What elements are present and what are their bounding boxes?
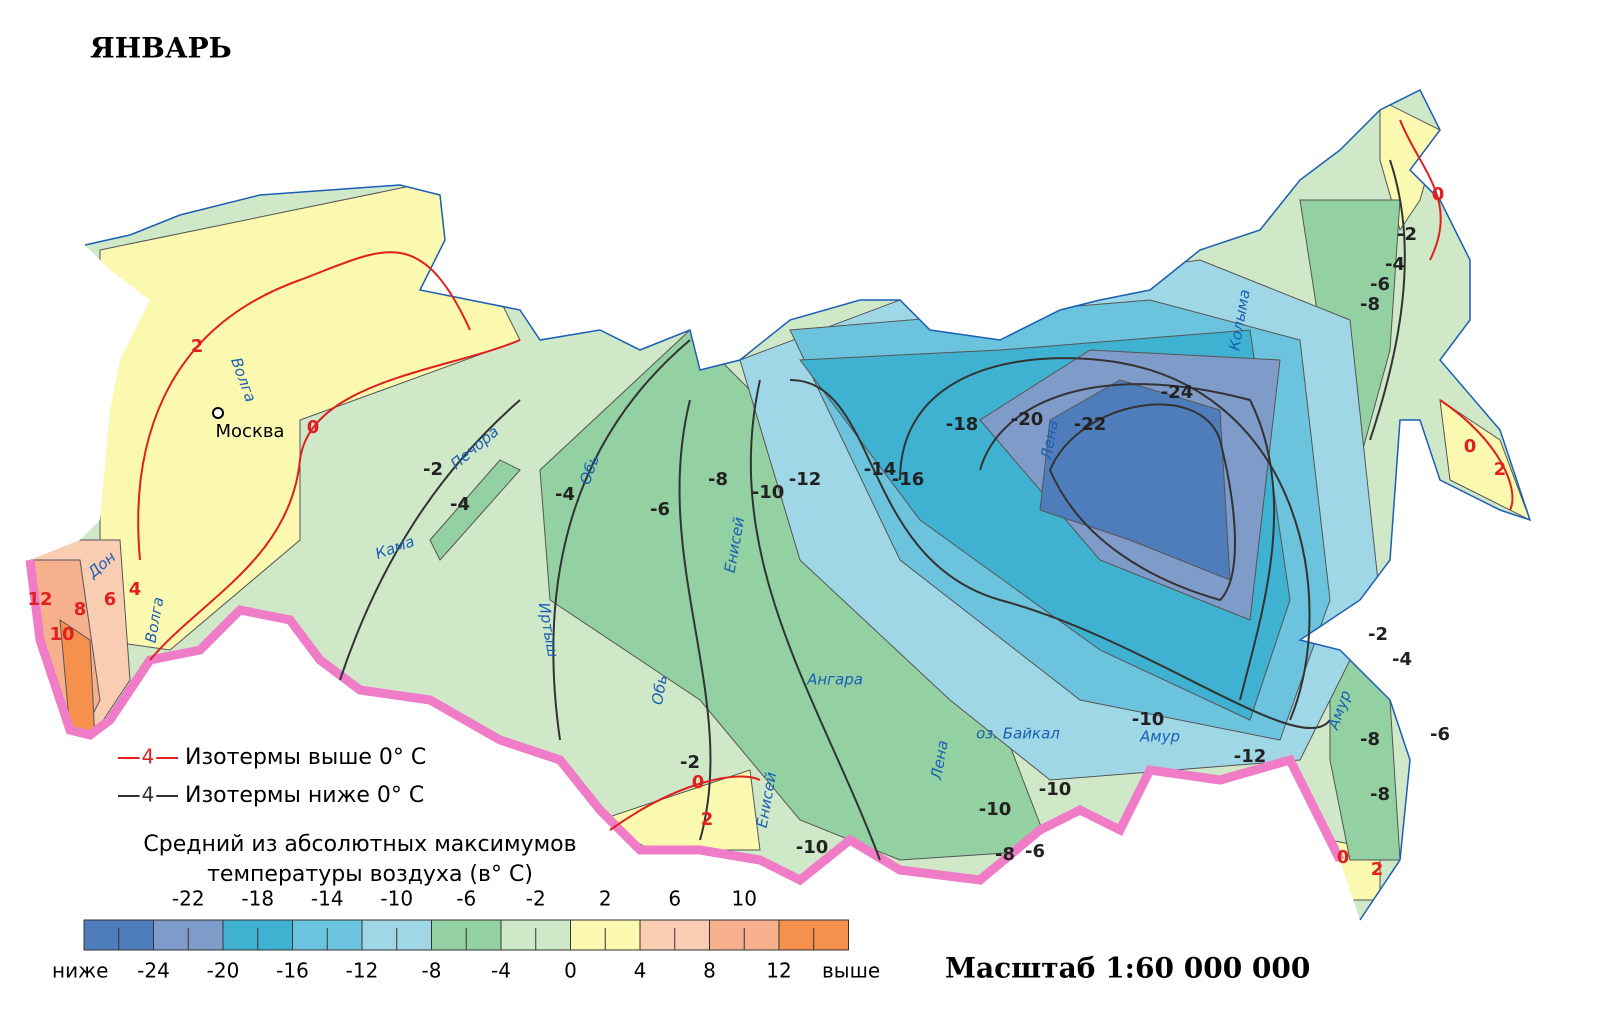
isotherm-label: -12 bbox=[1234, 746, 1267, 767]
isotherm-label: 10 bbox=[49, 624, 74, 645]
isotherm-label: -6 bbox=[1430, 724, 1450, 745]
isotherm-label: -4 bbox=[450, 494, 470, 515]
isotherm-label: 12 bbox=[27, 589, 52, 610]
isotherm-label: -20 bbox=[1011, 409, 1044, 430]
river-label: Ангара bbox=[806, 671, 863, 689]
isotherm-label: -10 bbox=[979, 799, 1012, 820]
isotherm-label: 0 bbox=[1337, 847, 1350, 868]
isotherm-label: 0 bbox=[307, 417, 320, 438]
river-label: Обь bbox=[648, 674, 671, 707]
isotherm-label: 0 bbox=[692, 772, 705, 793]
map-scale: Масштаб 1:60 000 000 bbox=[945, 952, 1310, 985]
scale-bottom-label: -4 bbox=[491, 959, 511, 983]
legend-text: Изотермы ниже 0° C bbox=[185, 783, 424, 808]
legend: 4 Изотермы выше 0° C 4 Изотермы ниже 0° … bbox=[52, 742, 880, 983]
river-label: оз. Байкал bbox=[976, 725, 1060, 743]
isotherm-label: -4 bbox=[1385, 254, 1405, 275]
isotherm-label: -2 bbox=[1368, 624, 1388, 645]
isotherm-label: -10 bbox=[796, 837, 829, 858]
isotherm-label: 2 bbox=[701, 809, 714, 830]
scale-bottom-label: 4 bbox=[634, 959, 647, 983]
scale-above: выше bbox=[822, 959, 880, 983]
isotherm-label: -10 bbox=[752, 482, 785, 503]
scale-bottom-label: 12 bbox=[766, 959, 791, 983]
temperature-zone bbox=[1439, 398, 1530, 522]
city-label: Москва bbox=[216, 421, 285, 442]
scale-top-label: -22 bbox=[172, 887, 205, 911]
isotherm-label: 2 bbox=[1371, 859, 1384, 880]
scale-top-label: -14 bbox=[311, 887, 344, 911]
isotherm-label: -12 bbox=[789, 469, 822, 490]
isotherm-label: 6 bbox=[104, 589, 117, 610]
scale-bottom-label: -16 bbox=[276, 959, 309, 983]
river-label: Амур bbox=[1139, 728, 1180, 746]
temperature-zone bbox=[429, 459, 521, 561]
isotherm-label: -10 bbox=[1039, 779, 1072, 800]
isotherm-label: -2 bbox=[680, 752, 700, 773]
scale-bottom-label: -20 bbox=[207, 959, 240, 983]
isotherm-label: -18 bbox=[946, 414, 979, 435]
isotherm-label: -8 bbox=[1370, 784, 1390, 805]
isotherm-label: -2 bbox=[423, 459, 443, 480]
isotherm-label: 2 bbox=[1494, 459, 1507, 480]
isotherm-label: -6 bbox=[1025, 841, 1045, 862]
isotherm-label: -8 bbox=[1360, 729, 1380, 750]
scale-top-label: -2 bbox=[526, 887, 546, 911]
isotherm-label: -16 bbox=[892, 469, 925, 490]
isotherm-label: 4 bbox=[129, 579, 142, 600]
isotherm-label: -8 bbox=[1360, 294, 1380, 315]
isotherm-label: -14 bbox=[864, 459, 897, 480]
isotherm-label: -2 bbox=[1397, 224, 1417, 245]
isotherm-label: 8 bbox=[74, 599, 87, 620]
isotherm-label: -6 bbox=[1370, 274, 1390, 295]
scale-title: температуры воздуха (в° C) bbox=[207, 862, 533, 887]
isotherm-label: -8 bbox=[995, 844, 1015, 865]
scale-title: Средний из абсолютных максимумов bbox=[143, 832, 576, 857]
isotherm-label: -22 bbox=[1074, 414, 1107, 435]
scale-top-label: -6 bbox=[456, 887, 476, 911]
temperature-zone bbox=[1379, 99, 1441, 232]
isotherm-label: -8 bbox=[708, 469, 728, 490]
scale-top-label: 6 bbox=[668, 887, 681, 911]
scale-below: ниже bbox=[52, 959, 108, 983]
city-marker bbox=[212, 407, 224, 419]
isotherm-label: -4 bbox=[555, 484, 575, 505]
map-title: ЯНВАРЬ bbox=[90, 32, 232, 65]
scale-bottom-label: -8 bbox=[422, 959, 442, 983]
scale-top-label: 2 bbox=[599, 887, 612, 911]
isotherm-label: -10 bbox=[1132, 709, 1165, 730]
isotherm-label: 0 bbox=[1464, 436, 1477, 457]
scale-bottom-label: -12 bbox=[346, 959, 379, 983]
scale-bottom-label: -24 bbox=[137, 959, 170, 983]
isotherm-label: -24 bbox=[1161, 382, 1194, 403]
scale-top-label: 10 bbox=[732, 887, 757, 911]
isotherm-label: -4 bbox=[1392, 649, 1412, 670]
legend-text: Изотермы выше 0° C bbox=[185, 745, 426, 770]
scale-bottom-label: 0 bbox=[564, 959, 577, 983]
scale-top-label: -10 bbox=[380, 887, 413, 911]
scale-top-label: -18 bbox=[241, 887, 274, 911]
legend-sample: 4 bbox=[142, 745, 155, 769]
isotherm-label: -6 bbox=[650, 499, 670, 520]
isotherm-lines bbox=[137, 119, 1514, 861]
coastline bbox=[84, 88, 1532, 921]
border bbox=[25, 559, 1345, 886]
isotherm-label: 0 bbox=[1432, 184, 1445, 205]
scale-bottom-label: 8 bbox=[703, 959, 716, 983]
isotherm-label: 2 bbox=[191, 336, 204, 357]
legend-sample: 4 bbox=[142, 783, 155, 807]
